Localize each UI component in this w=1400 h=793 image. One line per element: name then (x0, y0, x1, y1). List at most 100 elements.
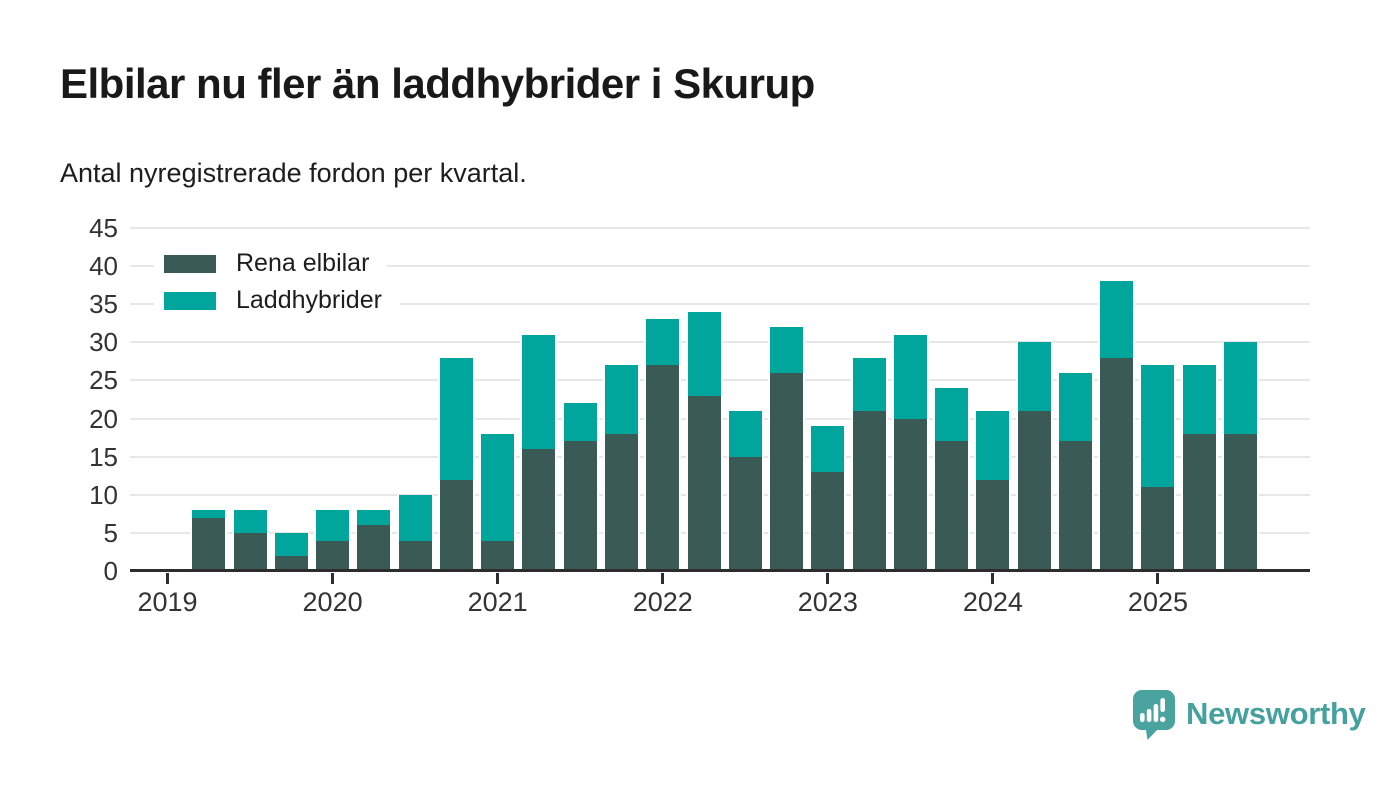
segment-rena-elbilar (935, 441, 969, 571)
segment-rena-elbilar (357, 525, 391, 571)
segment-rena-elbilar (563, 441, 597, 571)
segment-laddhybrider (935, 388, 969, 442)
x-tick-label-2021: 2021 (467, 587, 528, 617)
segment-rena-elbilar (852, 410, 886, 571)
y-tick-label-0: 0 (103, 556, 118, 586)
bar-2023-q4 (933, 388, 971, 571)
bar-2024-q3 (1056, 372, 1094, 571)
segment-laddhybrider (357, 510, 391, 526)
gridline-45 (130, 227, 1310, 229)
segment-rena-elbilar (687, 395, 721, 571)
segment-laddhybrider (481, 433, 515, 541)
bar-2025-q3 (1222, 342, 1260, 571)
page-title: Elbilar nu fler än laddhybrider i Skurup (60, 60, 815, 107)
bar-2020-q4 (437, 357, 475, 571)
segment-rena-elbilar (316, 540, 350, 571)
segment-rena-elbilar (604, 433, 638, 571)
segment-rena-elbilar (1141, 487, 1175, 571)
bar-2021-q4 (602, 365, 640, 571)
segment-laddhybrider (316, 510, 350, 541)
segment-laddhybrider (1100, 281, 1134, 358)
x-tick-label-2024: 2024 (962, 587, 1023, 617)
y-tick-label-25: 25 (89, 365, 118, 396)
segment-laddhybrider (604, 365, 638, 434)
brand-logo: Newsworthy (1131, 688, 1366, 740)
legend-item-rena-elbilar: Rena elbilar (154, 245, 388, 282)
segment-rena-elbilar (481, 540, 515, 571)
x-tick-2024 (991, 573, 995, 584)
segment-rena-elbilar (192, 517, 226, 571)
bar-2019-q2 (190, 510, 228, 571)
plot-area: Rena elbilar Laddhybrider 2019 2020 2021 202… (130, 227, 1310, 617)
bar-2024-q2 (1015, 342, 1053, 571)
segment-rena-elbilar (1017, 410, 1051, 571)
x-tick-label-2023: 2023 (797, 587, 858, 617)
segment-laddhybrider (687, 311, 721, 396)
x-tick-2019 (166, 573, 169, 584)
bar-2019-q3 (231, 510, 269, 571)
segment-rena-elbilar (646, 365, 680, 571)
newsworthy-logo-icon (1133, 690, 1175, 740)
bar-2024-q1 (974, 410, 1012, 571)
bar-2020-q2 (355, 510, 393, 571)
y-tick-label-30: 30 (89, 327, 118, 358)
x-axis-line (130, 569, 1310, 572)
segment-rena-elbilar (1058, 441, 1092, 571)
segment-rena-elbilar (893, 418, 927, 571)
segment-laddhybrider (646, 319, 680, 366)
segment-rena-elbilar (233, 532, 267, 571)
bar-2023-q1 (809, 426, 847, 571)
segment-rena-elbilar (1224, 433, 1258, 571)
segment-laddhybrider (1224, 342, 1258, 434)
x-tick-2023 (826, 573, 830, 584)
segment-laddhybrider (439, 357, 473, 480)
bar-2024-q4 (1098, 281, 1136, 571)
legend-swatch (164, 254, 216, 273)
y-tick-label-5: 5 (103, 517, 118, 548)
segment-laddhybrider (233, 510, 267, 533)
brand-name: Newsworthy (1186, 696, 1366, 731)
segment-rena-elbilar (398, 540, 432, 571)
segment-laddhybrider (192, 510, 226, 518)
bar-2025-q2 (1180, 365, 1218, 571)
segment-rena-elbilar (439, 479, 473, 571)
bar-2020-q3 (396, 494, 434, 571)
y-tick-label-20: 20 (89, 403, 118, 434)
legend-label: Rena elbilar (236, 249, 370, 277)
segment-laddhybrider (522, 334, 556, 450)
legend-label: Laddhybrider (236, 286, 382, 314)
segment-laddhybrider (770, 327, 804, 373)
x-tick-label-2022: 2022 (632, 587, 693, 617)
x-tick-2025 (1156, 573, 1160, 584)
segment-rena-elbilar (1182, 433, 1216, 571)
gridline-40 (130, 265, 1310, 268)
legend-item-laddhybrider: Laddhybrider (154, 282, 400, 319)
segment-laddhybrider (893, 334, 927, 419)
bar-2020-q1 (314, 510, 352, 571)
y-tick-label-40: 40 (89, 251, 118, 282)
bar-2021-q1 (479, 433, 517, 571)
x-tick-label-2019: 2019 (137, 587, 198, 617)
segment-rena-elbilar (1100, 357, 1134, 571)
segment-laddhybrider (811, 426, 845, 472)
segment-rena-elbilar (274, 555, 308, 571)
segment-rena-elbilar (811, 471, 845, 571)
y-axis-labels: 0 5 10 15 20 25 30 35 40 45 (40, 213, 118, 586)
segment-laddhybrider (274, 532, 308, 556)
segment-laddhybrider (976, 410, 1010, 480)
segment-laddhybrider (398, 494, 432, 541)
y-tick-label-45: 45 (89, 213, 118, 243)
segment-laddhybrider (1182, 365, 1216, 434)
segment-laddhybrider (1058, 372, 1092, 442)
bar-2019-q4 (272, 532, 310, 571)
legend-swatch (164, 291, 216, 310)
x-tick-2020 (331, 573, 335, 584)
x-tick-label-2025: 2025 (1127, 587, 1189, 617)
bar-2021-q2 (520, 334, 558, 571)
x-tick-2021 (496, 573, 500, 584)
bar-2022-q1 (644, 319, 682, 571)
x-tick-label-2020: 2020 (302, 587, 363, 617)
bar-2023-q2 (850, 357, 888, 571)
y-tick-label-10: 10 (89, 479, 118, 510)
